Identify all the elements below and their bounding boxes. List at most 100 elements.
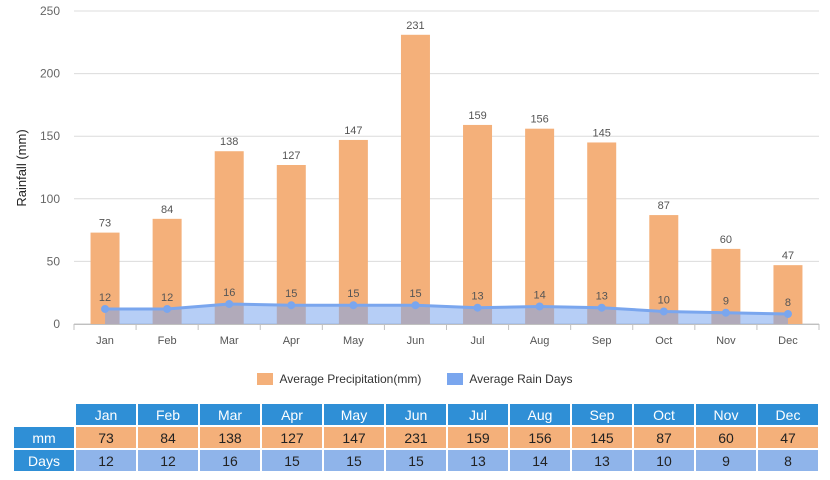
- y-tick-label: 250: [40, 4, 60, 18]
- bar-value-label: 138: [220, 136, 238, 148]
- rain-days-point: [225, 299, 234, 308]
- x-tick-label: Jun: [407, 335, 425, 347]
- table-month-may: May: [324, 404, 384, 425]
- table-cell-mm: 73: [76, 427, 136, 448]
- bar-value-label: 47: [782, 250, 794, 262]
- row-label-days: Days: [14, 450, 74, 471]
- table-cell-days: 13: [448, 450, 508, 471]
- table-cell-mm: 87: [634, 427, 694, 448]
- x-tick-label: Mar: [220, 335, 239, 347]
- gridlines: [74, 10, 819, 325]
- table-cell-mm: 147: [324, 427, 384, 448]
- x-tick-label: Jul: [471, 335, 485, 347]
- table-cell-mm: 47: [758, 427, 818, 448]
- rain-days-value-label: 16: [223, 287, 235, 299]
- table-month-aug: Aug: [510, 404, 570, 425]
- rain-days-point: [101, 304, 110, 313]
- bar-value-label: 84: [161, 204, 173, 216]
- row-label-mm: mm: [14, 427, 74, 448]
- table-month-jan: Jan: [76, 404, 136, 425]
- bar-apr: [276, 164, 306, 324]
- table-month-mar: Mar: [200, 404, 260, 425]
- y-tick-label: 50: [47, 254, 61, 268]
- rain-days-point: [659, 307, 668, 316]
- precipitation-bars: [90, 34, 803, 325]
- precipitation-value-labels: 73 84 138 127 147 231 159 156 145 87 60 47: [99, 20, 794, 262]
- x-tick-label: Aug: [530, 335, 550, 347]
- rain-days-value-label: 15: [409, 288, 421, 300]
- rain-days-value-label: 12: [161, 292, 173, 304]
- table-month-feb: Feb: [138, 404, 198, 425]
- table-row-days: Days 12 12 16 15 15 15 13 14 13 10 9 8: [14, 450, 818, 471]
- legend-label-rain-days: Average Rain Days: [469, 372, 573, 386]
- rain-days-value-label: 12: [99, 292, 111, 304]
- rain-days-point: [783, 309, 792, 318]
- legend-item-precipitation[interactable]: Average Precipitation(mm): [257, 372, 421, 386]
- rain-days-point: [721, 308, 730, 317]
- data-table: Jan Feb Mar Apr May Jun Jul Aug Sep Oct Nov Dec mm …: [12, 402, 820, 473]
- table-cell-mm: 60: [696, 427, 756, 448]
- rain-days-point: [473, 303, 482, 312]
- x-tick-label: Apr: [283, 335, 300, 347]
- table-month-sep: Sep: [572, 404, 632, 425]
- table-cell-days: 12: [76, 450, 136, 471]
- y-tick-label: 150: [40, 129, 60, 143]
- table-month-jun: Jun: [386, 404, 446, 425]
- table-cell-mm: 145: [572, 427, 632, 448]
- table-cell-days: 15: [386, 450, 446, 471]
- bar-sep: [587, 142, 617, 324]
- table-cell-days: 13: [572, 450, 632, 471]
- rain-days-value-label: 15: [347, 288, 359, 300]
- bar-value-label: 60: [720, 234, 732, 246]
- table-cell-mm: 84: [138, 427, 198, 448]
- rain-days-value-label: 15: [285, 288, 297, 300]
- table-month-oct: Oct: [634, 404, 694, 425]
- x-tick-label: Nov: [716, 335, 736, 347]
- table-header-row: Jan Feb Mar Apr May Jun Jul Aug Sep Oct Nov Dec: [14, 404, 818, 425]
- legend: Average Precipitation(mm) Average Rain D…: [0, 372, 830, 386]
- table-cell-days: 15: [324, 450, 384, 471]
- y-tick-label: 100: [40, 192, 60, 206]
- bar-value-label: 156: [530, 114, 548, 126]
- bar-value-label: 145: [593, 127, 611, 139]
- x-axis: [73, 324, 820, 330]
- table-month-jul: Jul: [448, 404, 508, 425]
- rain-days-area: [105, 302, 788, 324]
- x-tick-label: Sep: [592, 335, 612, 347]
- table-cell-mm: 138: [200, 427, 260, 448]
- bar-value-label: 127: [282, 150, 300, 162]
- bar-jun: [400, 34, 430, 325]
- rain-days-point: [287, 301, 296, 310]
- table-cell-days: 8: [758, 450, 818, 471]
- y-tick-label: 200: [40, 67, 60, 81]
- y-tick-labels: 0 50 100 150 200 250: [40, 4, 60, 331]
- bar-aug: [525, 128, 555, 324]
- rain-days-value-label: 14: [534, 289, 546, 301]
- bar-mar: [214, 151, 244, 324]
- rain-days-point: [163, 304, 172, 313]
- table-cell-days: 12: [138, 450, 198, 471]
- x-tick-label: Dec: [778, 335, 798, 347]
- bar-may: [338, 139, 368, 324]
- rain-days-value-labels: 12 12 16 15 15 15 13 14 13 10 9 8: [99, 287, 791, 309]
- table-cell-days: 15: [262, 450, 322, 471]
- table-cell-days: 14: [510, 450, 570, 471]
- legend-swatch-precipitation: [257, 373, 274, 385]
- bar-value-label: 147: [344, 125, 362, 137]
- y-axis-label: Rainfall (mm): [14, 129, 29, 206]
- bar-value-label: 231: [406, 20, 424, 32]
- x-tick-label: Feb: [158, 335, 177, 347]
- rain-days-points: [101, 299, 792, 318]
- table-cell-days: 10: [634, 450, 694, 471]
- rain-days-value-label: 13: [596, 291, 608, 303]
- legend-item-rain-days[interactable]: Average Rain Days: [447, 372, 573, 386]
- rain-days-value-label: 10: [658, 294, 670, 306]
- table-cell-days: 16: [200, 450, 260, 471]
- table-month-apr: Apr: [262, 404, 322, 425]
- rain-days-line: [105, 302, 788, 316]
- x-tick-label: Oct: [655, 335, 672, 347]
- table-month-dec: Dec: [758, 404, 818, 425]
- table-cell-mm: 156: [510, 427, 570, 448]
- table-cell-mm: 127: [262, 427, 322, 448]
